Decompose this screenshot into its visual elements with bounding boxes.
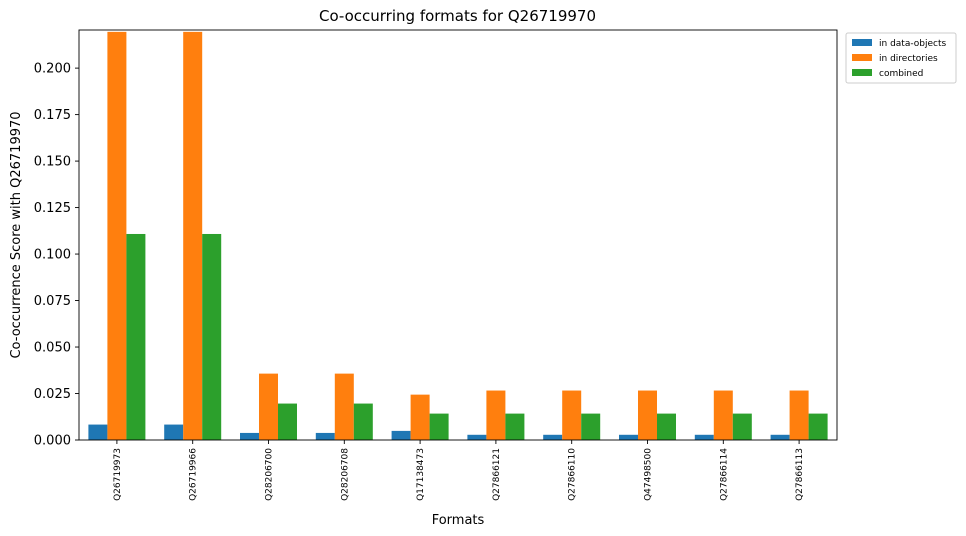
bar-Q27866110-series-2 bbox=[562, 390, 582, 440]
bar-Q47498500-series-2 bbox=[638, 390, 657, 440]
bar-Q26719966-series-2 bbox=[183, 31, 203, 441]
bar-Q28206700-series-2 bbox=[259, 373, 278, 440]
x-tick-label: Q28206700 bbox=[265, 448, 275, 501]
bar-Q27866114-series-1 bbox=[694, 434, 714, 440]
bar-Q26719966-series-1 bbox=[164, 424, 184, 440]
bar-Q28206708-series-1 bbox=[315, 432, 335, 440]
bar-Q26719966-series-3 bbox=[202, 233, 222, 440]
bar-Q28206700-series-3 bbox=[278, 403, 297, 440]
bar-Q28206700-series-1 bbox=[240, 432, 259, 440]
legend-label-2: in directories bbox=[879, 54, 938, 64]
y-axis-label: Co-occurrence Score with Q26719970 bbox=[9, 111, 24, 358]
bar-Q27866121-series-3 bbox=[505, 413, 525, 440]
bar-Q26719973-series-3 bbox=[126, 233, 146, 440]
x-tick-label: Q28206708 bbox=[340, 448, 350, 501]
chart-title: Co-occurring formats for Q26719970 bbox=[319, 7, 596, 25]
bar-Q17138473-series-1 bbox=[391, 430, 411, 440]
x-tick-label: Q27866110 bbox=[568, 448, 578, 501]
bar-Q27866114-series-3 bbox=[732, 413, 752, 440]
bar-Q28206708-series-2 bbox=[334, 373, 354, 440]
bar-Q26719973-series-2 bbox=[107, 31, 127, 441]
x-axis: Q26719973 Q26719966 Q28206700 Q28206708 Q171… bbox=[113, 440, 805, 501]
x-tick-label: Q27866121 bbox=[492, 448, 502, 501]
y-tick-label: 0.075 bbox=[34, 294, 71, 309]
y-tick-label: 0.150 bbox=[34, 155, 71, 170]
bar-Q27866121-series-2 bbox=[486, 390, 506, 440]
bar-Q27866110-series-1 bbox=[543, 434, 563, 440]
legend-swatch-3 bbox=[852, 69, 872, 76]
x-axis-label: Formats bbox=[432, 513, 485, 528]
bar-Q27866110-series-3 bbox=[581, 413, 601, 440]
bars-layer bbox=[88, 31, 828, 441]
bar-Q27866113-series-1 bbox=[770, 434, 790, 440]
bar-Q17138473-series-3 bbox=[429, 413, 449, 440]
x-tick-label: Q47498500 bbox=[644, 448, 654, 501]
legend-swatch-2 bbox=[852, 54, 872, 61]
bar-Q47498500-series-3 bbox=[657, 413, 676, 440]
y-tick-label: 0.200 bbox=[34, 62, 71, 77]
legend-swatch-1 bbox=[852, 39, 872, 46]
y-tick-label: 0.025 bbox=[34, 387, 71, 402]
bar-Q27866113-series-2 bbox=[789, 390, 809, 440]
bar-Q26719973-series-1 bbox=[88, 424, 108, 440]
legend: in data-objects in directories combined bbox=[845, 32, 957, 84]
y-tick-label: 0.050 bbox=[34, 341, 71, 356]
x-tick-label: Q27866114 bbox=[719, 448, 729, 501]
y-tick-label: 0.175 bbox=[34, 108, 71, 123]
x-tick-label: Q17138473 bbox=[416, 448, 426, 501]
x-tick-label: Q26719966 bbox=[189, 448, 199, 501]
bar-Q27866114-series-2 bbox=[713, 390, 733, 440]
legend-box bbox=[845, 32, 957, 84]
legend-label-1: in data-objects bbox=[879, 39, 946, 49]
y-tick-label: 0.125 bbox=[34, 201, 71, 216]
x-tick-label: Q26719973 bbox=[113, 448, 123, 501]
plot-frame bbox=[78, 29, 838, 441]
y-axis: 0.000 0.025 0.050 0.075 0.100 0.125 0.150 0.175… bbox=[34, 62, 79, 449]
bar-Q47498500-series-1 bbox=[619, 434, 638, 440]
x-tick-label: Q27866113 bbox=[795, 448, 805, 501]
bar-Q28206708-series-3 bbox=[353, 403, 373, 440]
bar-Q27866113-series-3 bbox=[808, 413, 828, 440]
y-tick-label: 0.100 bbox=[34, 248, 71, 263]
bar-Q17138473-series-2 bbox=[410, 394, 430, 440]
y-tick-label: 0.000 bbox=[34, 434, 71, 449]
legend-label-3: combined bbox=[879, 69, 923, 79]
bar-Q27866121-series-1 bbox=[467, 434, 487, 440]
